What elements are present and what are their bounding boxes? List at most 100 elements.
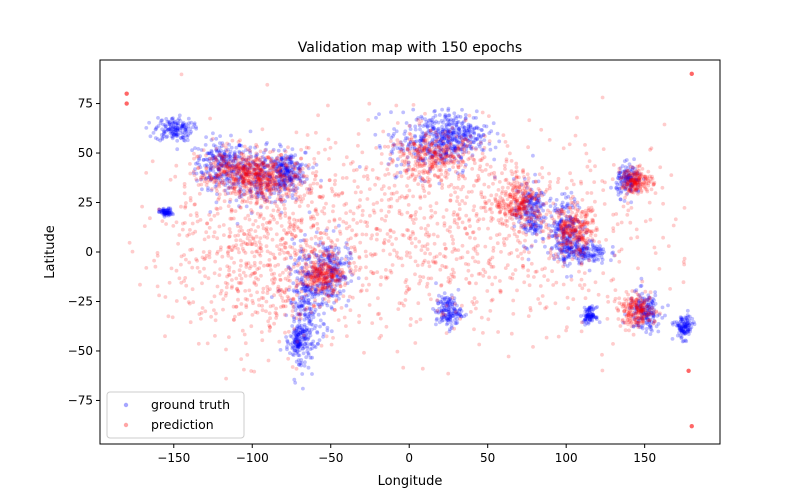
data-point [559, 251, 564, 256]
data-point [297, 171, 302, 176]
data-point [453, 114, 458, 119]
data-point [392, 127, 396, 131]
data-point [644, 330, 649, 335]
data-point [261, 165, 266, 170]
data-point [268, 160, 273, 165]
data-point [587, 313, 591, 318]
data-point [290, 193, 295, 197]
data-point [582, 212, 587, 217]
data-point [421, 124, 426, 128]
data-point [569, 190, 574, 195]
data-point [283, 165, 288, 170]
data-point [237, 162, 242, 166]
data-point [216, 176, 221, 181]
data-point [221, 172, 226, 177]
data-point [196, 147, 201, 151]
data-point [492, 157, 497, 162]
data-point [214, 183, 219, 187]
data-point [245, 199, 250, 204]
data-point [208, 165, 213, 170]
data-point [532, 219, 537, 224]
data-point [266, 182, 270, 187]
data-point [216, 167, 221, 171]
data-point [594, 315, 599, 319]
data-point [199, 170, 204, 175]
data-point [214, 174, 219, 179]
data-point [653, 191, 658, 196]
data-point [443, 155, 448, 160]
data-point [263, 163, 268, 167]
data-point [569, 274, 574, 279]
data-point [297, 176, 302, 181]
data-point [407, 124, 412, 128]
data-point [462, 147, 467, 152]
data-point [389, 135, 394, 140]
data-point [208, 166, 213, 171]
data-point [408, 142, 412, 147]
data-point [593, 233, 598, 238]
data-point [391, 147, 396, 152]
data-point [279, 156, 284, 161]
data-point [193, 146, 197, 151]
data-point [222, 152, 227, 157]
data-point [536, 207, 541, 212]
data-point [422, 151, 427, 155]
data-point [265, 183, 270, 187]
data-point [211, 156, 216, 161]
data-point [407, 137, 412, 142]
data-point [201, 171, 206, 176]
data-point [244, 148, 248, 153]
data-point [208, 210, 213, 214]
data-point [219, 148, 223, 153]
data-point [218, 174, 223, 179]
data-point [296, 166, 300, 171]
data-point [560, 200, 565, 205]
data-point [228, 164, 233, 169]
data-point [278, 175, 282, 179]
data-point [291, 155, 295, 160]
data-point [277, 182, 281, 186]
data-point [487, 131, 492, 136]
data-point [278, 169, 283, 173]
data-point [203, 177, 208, 181]
data-point [299, 363, 303, 368]
data-point [184, 129, 189, 134]
data-point [234, 145, 239, 150]
data-point [439, 119, 444, 123]
data-point [291, 281, 296, 286]
data-point [315, 330, 319, 334]
data-point [467, 128, 471, 133]
data-point [263, 170, 267, 174]
data-point [261, 194, 265, 199]
data-point [346, 298, 351, 303]
data-point [293, 184, 298, 189]
data-point [443, 117, 447, 122]
data-point [325, 303, 330, 308]
data-point [248, 151, 253, 155]
data-point [249, 211, 254, 216]
data-point [317, 338, 322, 342]
data-point [281, 163, 285, 168]
data-point [271, 164, 276, 169]
data-point [314, 230, 319, 235]
data-point [474, 147, 478, 152]
data-point [293, 269, 298, 274]
data-point [234, 156, 239, 161]
data-point [551, 201, 556, 206]
data-point [282, 178, 287, 182]
data-point [295, 350, 300, 354]
data-point [255, 173, 259, 177]
data-point [243, 182, 248, 187]
data-point [207, 151, 212, 156]
data-point [277, 170, 281, 175]
data-point [480, 169, 485, 174]
data-point [220, 156, 225, 161]
data-point [278, 169, 283, 174]
data-point [450, 137, 455, 142]
data-point [235, 158, 240, 163]
data-point [279, 156, 283, 160]
data-point [226, 147, 231, 152]
data-point [226, 186, 231, 191]
data-point [269, 192, 274, 196]
data-point [456, 163, 460, 168]
